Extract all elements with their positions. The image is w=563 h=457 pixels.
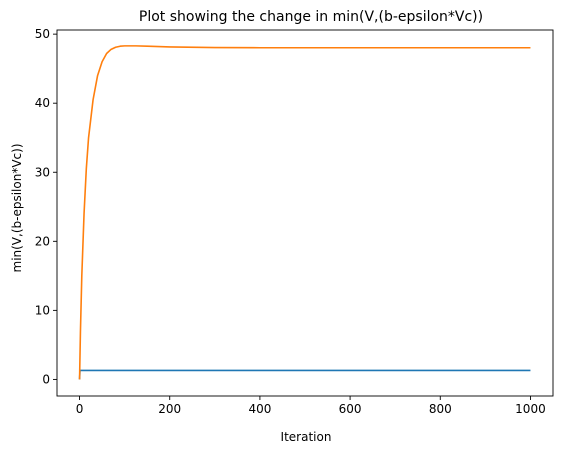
y-tick-label-10: 10 <box>35 303 50 317</box>
x-tick-label-800: 800 <box>429 402 452 416</box>
chart-title: Plot showing the change in min(V,(b-epsi… <box>139 9 483 25</box>
y-tick-label-30: 30 <box>35 165 50 179</box>
y-tick-label-0: 0 <box>42 372 50 386</box>
plot-frame <box>56 29 554 397</box>
y-tick-label-20: 20 <box>35 234 50 248</box>
x-tick-label-600: 600 <box>339 402 362 416</box>
y-axis-label: min(V,(b-epsilon*Vc)) <box>10 144 24 273</box>
y-tick-label-50: 50 <box>35 27 50 41</box>
plot-area: 0 200 400 600 800 1000 0 10 20 30 40 50 <box>35 27 554 416</box>
y-tick-label-40: 40 <box>35 96 50 110</box>
series-line-1 <box>78 45 531 380</box>
series-line-0 <box>78 369 531 380</box>
x-tick-label-400: 400 <box>248 402 271 416</box>
x-axis-label: Iteration <box>281 430 332 444</box>
x-tick-label-0: 0 <box>76 402 84 416</box>
x-tick-label-200: 200 <box>158 402 181 416</box>
x-tick-label-1000: 1000 <box>515 402 546 416</box>
